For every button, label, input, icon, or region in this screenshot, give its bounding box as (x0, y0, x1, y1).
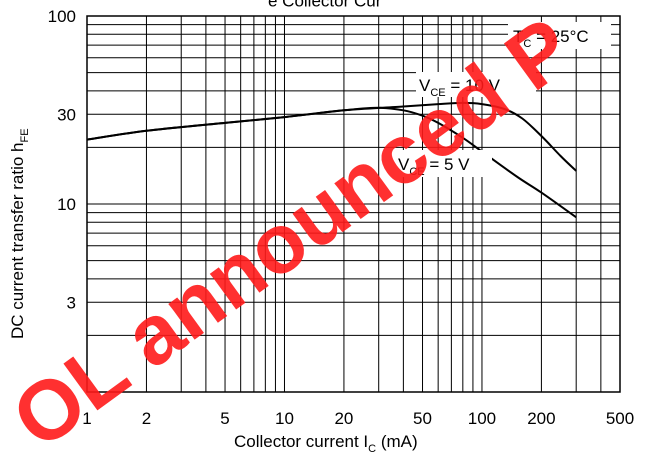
x-tick-label: 20 (334, 409, 353, 428)
chart-partial-title: e Collector Cur (268, 0, 382, 10)
x-tick-label: 100 (468, 409, 496, 428)
y-tick-label: 3 (67, 293, 76, 312)
x-tick-label: 2 (142, 409, 151, 428)
y-tick-labels: 3 10 30 100 (48, 7, 76, 312)
y-tick-label: 30 (57, 105, 76, 124)
x-tick-labels: 1 2 5 10 20 50 100 200 500 (82, 409, 634, 428)
y-tick-label: 100 (48, 7, 76, 26)
x-tick-label: 10 (275, 409, 294, 428)
y-tick-label: 10 (57, 195, 76, 214)
x-axis-title: Collector current IC (mA) (234, 432, 418, 455)
y-axis-title: DC current transfer ratio hFE (8, 128, 31, 339)
watermark: OL announced P (0, 0, 589, 459)
x-tick-label: 5 (220, 409, 229, 428)
x-tick-label: 500 (606, 409, 634, 428)
x-tick-label: 200 (527, 409, 555, 428)
x-tick-label: 50 (413, 409, 432, 428)
